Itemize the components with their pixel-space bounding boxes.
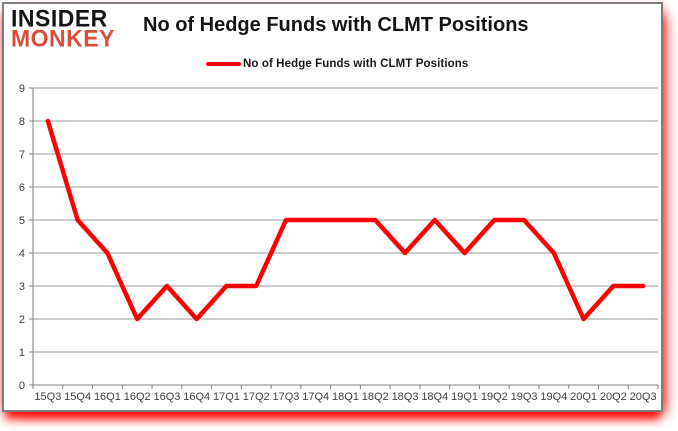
x-tick-label: 17Q2 [243, 391, 270, 403]
legend-label: No of Hedge Funds with CLMT Positions [243, 58, 469, 70]
legend-line-marker [206, 62, 241, 66]
x-tick-label: 19Q3 [511, 391, 538, 403]
x-tick-label: 18Q1 [332, 391, 359, 403]
y-tick-label: 1 [19, 347, 25, 359]
y-tick-label: 2 [19, 314, 25, 326]
x-tick-label: 16Q4 [183, 391, 210, 403]
x-tick-label: 17Q4 [302, 391, 329, 403]
x-tick-label: 19Q1 [451, 391, 478, 403]
y-tick-label: 0 [19, 380, 25, 392]
x-tick-label: 15Q4 [64, 391, 91, 403]
y-tick-label: 8 [19, 116, 25, 128]
x-tick-label: 20Q2 [600, 391, 627, 403]
x-tick-label: 19Q2 [481, 391, 508, 403]
x-tick-label: 19Q4 [540, 391, 567, 403]
x-tick-label: 18Q4 [421, 391, 448, 403]
y-tick-label: 6 [19, 182, 25, 194]
x-tick-label: 17Q1 [213, 391, 240, 403]
logo-word-insider: INSIDER [11, 4, 108, 32]
x-tick-label: 16Q2 [124, 391, 151, 403]
x-tick-label: 16Q1 [94, 391, 121, 403]
x-tick-label: 20Q1 [570, 391, 597, 403]
x-tick-label: 15Q3 [34, 391, 61, 403]
series-line [45, 118, 646, 322]
x-tick-label: 17Q3 [273, 391, 300, 403]
chart-frame [2, 2, 663, 412]
x-tick-label: 18Q3 [392, 391, 419, 403]
legend: No of Hedge Funds with CLMT Positions [206, 57, 468, 71]
x-tick-label: 20Q3 [630, 391, 657, 403]
x-tick-label: 18Q2 [362, 391, 389, 403]
insider-monkey-logo: INSIDER MONKEY [11, 4, 115, 52]
y-tick-label: 7 [19, 149, 25, 161]
logo-word-monkey: MONKEY [11, 23, 115, 52]
y-tick-label: 9 [19, 83, 25, 95]
y-tick-label: 3 [19, 281, 25, 293]
y-tick-label: 5 [19, 215, 25, 227]
x-tick-label: 16Q3 [153, 391, 180, 403]
y-tick-label: 4 [19, 248, 25, 260]
chart-title: No of Hedge Funds with CLMT Positions [143, 14, 529, 36]
